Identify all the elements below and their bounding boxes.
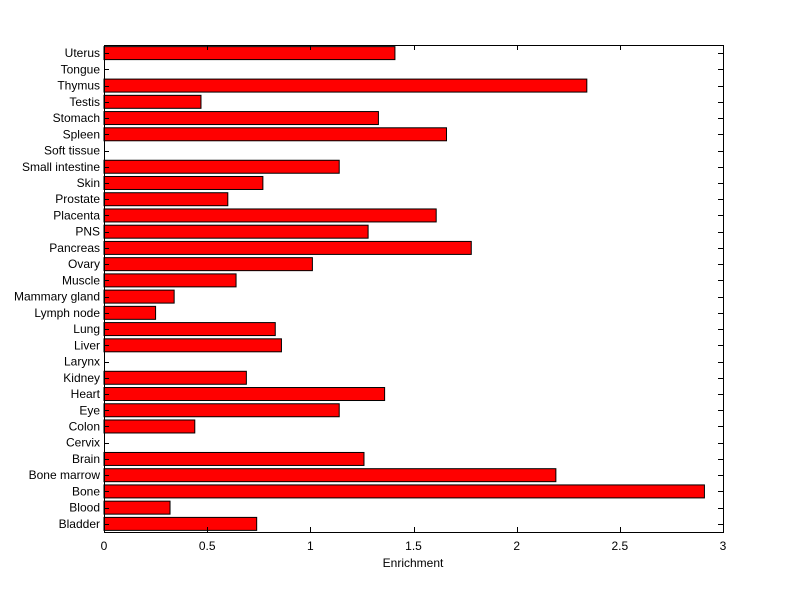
- ticks-layer: [104, 45, 724, 532]
- bar-blood: [103, 500, 171, 515]
- category-label: Brain: [72, 452, 100, 466]
- x-tick-labels: 0 0.5 1 1.5 2 2.5 3: [101, 539, 727, 553]
- category-label: Larynx: [64, 355, 100, 369]
- category-label: Ovary: [68, 257, 100, 271]
- bar-lung: [103, 322, 276, 337]
- bar-bladder: [103, 516, 258, 531]
- category-label: Thymus: [57, 79, 100, 93]
- x-tick-label: 0.5: [199, 539, 216, 553]
- bar-skin: [103, 175, 264, 190]
- category-label: Placenta: [53, 208, 100, 222]
- bar-prostate: [103, 192, 229, 207]
- bar-bone: [103, 484, 705, 499]
- bar-pancreas: [103, 240, 472, 255]
- category-label: Soft tissue: [44, 144, 100, 158]
- category-label: Uterus: [65, 46, 100, 60]
- x-tick-label: 2: [513, 539, 520, 553]
- category-label: Eye: [79, 403, 100, 417]
- bar-testis: [103, 94, 202, 109]
- x-tick-label: 3: [720, 539, 727, 553]
- category-label: Lung: [73, 322, 100, 336]
- category-label: Tongue: [61, 62, 101, 76]
- bar-stomach: [103, 111, 379, 126]
- category-label: Muscle: [62, 273, 100, 287]
- bar-ovary: [103, 257, 313, 272]
- category-label: Testis: [69, 95, 100, 109]
- category-label: Bladder: [59, 517, 100, 531]
- category-label: Kidney: [63, 371, 100, 385]
- category-label: Small intestine: [22, 160, 100, 174]
- category-label: Skin: [77, 176, 100, 190]
- category-label: Heart: [71, 387, 101, 401]
- bar-brain: [103, 451, 365, 466]
- bar-mammary-gland: [103, 289, 175, 304]
- category-label: Liver: [74, 338, 100, 352]
- bar-pns: [103, 224, 369, 239]
- category-label: Blood: [69, 501, 100, 515]
- bar-colon: [103, 419, 196, 434]
- category-label: Bone: [72, 484, 100, 498]
- bar-spleen: [103, 127, 448, 142]
- x-tick-label: 1: [307, 539, 314, 553]
- x-tick-label: 2.5: [611, 539, 628, 553]
- category-label: Lymph node: [34, 306, 100, 320]
- bar-eye: [103, 403, 340, 418]
- x-axis-label: Enrichment: [383, 556, 444, 570]
- x-tick-label: 0: [101, 539, 108, 553]
- bar-kidney: [103, 370, 247, 385]
- category-label: Cervix: [66, 436, 100, 450]
- category-label: Bone marrow: [29, 468, 101, 482]
- category-label: Pancreas: [49, 241, 100, 255]
- bar-muscle: [103, 273, 237, 288]
- category-labels: Bladder Blood Bone Bone marrow Brain Cervix Co…: [14, 46, 101, 531]
- bar-liver: [103, 338, 282, 353]
- category-label: PNS: [75, 225, 100, 239]
- bars-layer: [103, 46, 705, 531]
- category-label: Spleen: [63, 127, 100, 141]
- x-tick-label: 1.5: [405, 539, 422, 553]
- category-label: Colon: [69, 419, 100, 433]
- category-label: Stomach: [53, 111, 100, 125]
- category-label: Mammary gland: [14, 290, 100, 304]
- bar-heart: [103, 387, 386, 402]
- bar-placenta: [103, 208, 437, 223]
- bar-thymus: [103, 78, 588, 93]
- bar-uterus: [103, 46, 396, 61]
- bar-lymph-node: [103, 305, 157, 320]
- category-label: Prostate: [55, 192, 100, 206]
- bar-small-intestine: [103, 159, 340, 174]
- bar-bone-marrow: [103, 468, 557, 483]
